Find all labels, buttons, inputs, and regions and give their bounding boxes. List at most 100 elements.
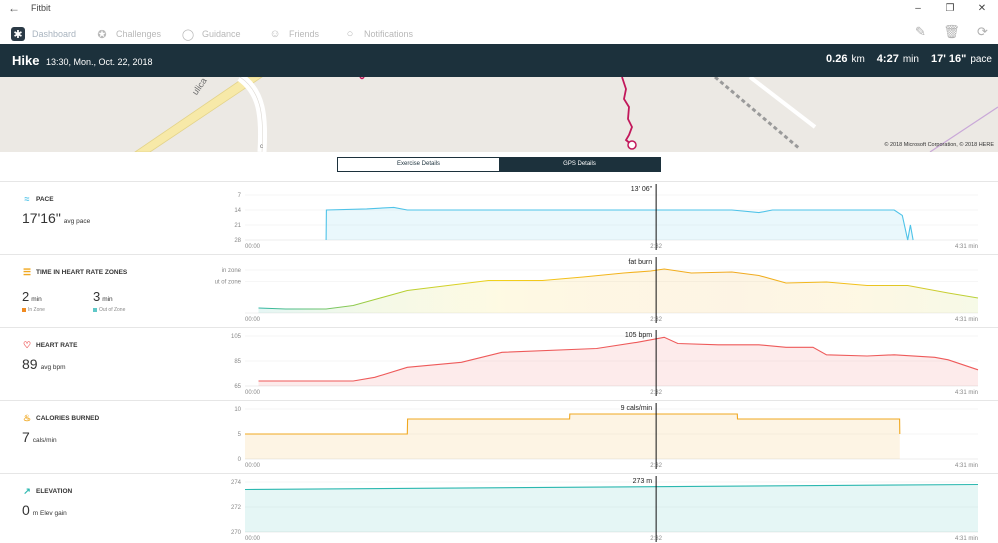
zones-label: ☰ TIME IN HEART RATE ZONES	[22, 267, 127, 277]
tab-label: Notifications	[364, 29, 414, 39]
pace-value: 17' 16"	[930, 53, 967, 65]
title-bar: ← Fitbit – ❐ ✕	[0, 0, 998, 18]
trash-icon[interactable]: 🗑	[943, 24, 960, 39]
pace-avg: 17'16" avg pace	[22, 210, 90, 226]
calories-avg: 7 cals/min	[22, 429, 57, 445]
nav-bar: ✱ Dashboard ✪ Challenges ◯ Guidance ☺ Fr…	[0, 23, 998, 44]
dashboard-grid-icon: ✱	[11, 27, 25, 41]
tab-notifications[interactable]: ○ Notifications	[343, 26, 413, 42]
x-tick-label: 4:31 min	[955, 536, 978, 542]
y-tick-label: 7	[238, 193, 242, 199]
cursor-value-label: 273 m	[633, 478, 653, 485]
x-tick-label: 4:31 min	[955, 463, 978, 469]
y-tick-label: 21	[234, 223, 241, 229]
series-line	[258, 268, 979, 310]
zone-out-value: 3	[92, 289, 101, 304]
close-icon[interactable]: ✕	[977, 3, 987, 14]
share-icon[interactable]: ⟳	[977, 24, 988, 39]
distance-value: 0.26	[826, 53, 848, 65]
y-tick-label: 0	[238, 457, 242, 463]
pace-label: ≈ PACE	[22, 194, 54, 204]
zone-in-legend: In Zone	[22, 307, 45, 313]
cursor-value-label: 105 bpm	[625, 332, 652, 339]
y-tick-label: in zone	[222, 268, 242, 274]
y-tick-label: 5	[238, 432, 242, 438]
exercise-details-tab[interactable]: Exercise Details	[338, 158, 499, 171]
tab-guidance[interactable]: ◯ Guidance	[181, 26, 241, 42]
heart-rate-avg: 89 avg bpm	[22, 356, 66, 372]
activity-header: Hike 13:30, Mon., Oct. 22, 2018 0.26 km …	[0, 44, 998, 77]
pace-unit: pace	[970, 54, 992, 65]
pace-avg-unit: avg pace	[63, 218, 91, 225]
heart-rate-avg-unit: avg bpm	[40, 364, 66, 371]
series-area	[326, 207, 914, 240]
minimize-icon[interactable]: –	[915, 3, 921, 14]
restore-icon[interactable]: ❐	[945, 3, 955, 14]
x-tick-label: 4:31 min	[955, 390, 978, 396]
x-tick-label: 4:31 min	[955, 317, 978, 323]
zone-in-label: In Zone	[28, 307, 45, 313]
activity-datetime: 13:30, Mon., Oct. 22, 2018	[46, 57, 153, 67]
duration-unit: min	[902, 54, 919, 65]
pencil-icon[interactable]: ✎	[915, 24, 926, 39]
tab-friends[interactable]: ☺ Friends	[268, 26, 319, 42]
road-edge	[239, 77, 263, 152]
back-arrow-icon[interactable]: ←	[8, 1, 20, 15]
y-tick-label: 14	[234, 208, 241, 214]
route-end-marker	[627, 140, 637, 150]
boundary-line	[929, 106, 998, 152]
window-controls: – ❐ ✕	[902, 0, 998, 18]
heart-rate-label-text: HEART RATE	[36, 341, 78, 349]
x-tick-label: 00:00	[245, 390, 261, 396]
zone-in-unit: min	[31, 296, 42, 303]
cursor-value-label: fat burn	[628, 259, 652, 266]
railway	[714, 77, 801, 151]
heart-rate-zones-section: ☰ TIME IN HEART RATE ZONES 2 min In Zone …	[0, 255, 998, 328]
map-marker-label: c	[260, 144, 263, 150]
star-badge-icon: ✪	[97, 28, 107, 41]
mountain-icon: ↗	[23, 485, 31, 496]
zone-out: 3 min Out of Zone	[92, 288, 126, 313]
calories-label: ♨ CALORIES BURNED	[22, 413, 99, 423]
y-tick-label: 272	[231, 505, 242, 511]
y-tick-label: 28	[234, 238, 241, 244]
tab-label: Challenges	[116, 29, 162, 39]
gps-details-tab[interactable]: GPS Details	[499, 158, 660, 171]
road-yellow	[134, 77, 263, 152]
app-title: Fitbit	[31, 3, 51, 13]
divider	[0, 181, 998, 182]
duration-value: 4:27	[876, 53, 899, 65]
speech-bubble-icon: ○	[346, 28, 354, 40]
zone-in-value: 2	[22, 289, 30, 304]
tab-label: Dashboard	[32, 29, 77, 39]
elevation-gain-value: 0	[22, 502, 30, 518]
bars-icon: ☰	[22, 266, 32, 277]
zone-in-swatch	[22, 308, 26, 312]
pace-section: ≈ PACE 17'16"avg pace 714212800:002:324:…	[0, 182, 998, 255]
x-tick-label: 4:31 min	[955, 244, 978, 250]
activity-title: Hike	[12, 53, 40, 68]
divider	[0, 327, 998, 328]
gps-route-line	[621, 77, 633, 146]
y-tick-label: 270	[231, 530, 242, 536]
y-tick-label: 10	[234, 407, 241, 413]
cursor-value-label: 13' 06"	[631, 186, 653, 193]
x-tick-label: 00:00	[245, 536, 261, 542]
route-fragment	[359, 77, 365, 80]
tab-dashboard[interactable]: ✱ Dashboard	[11, 26, 76, 42]
route-map[interactable]: ulica Ta c © 2018 Microsoft Corporation,…	[0, 77, 998, 152]
divider	[0, 400, 998, 401]
series-area	[258, 269, 978, 313]
zone-out-label: Out of Zone	[98, 307, 126, 313]
tab-challenges[interactable]: ✪ Challenges	[95, 26, 161, 42]
y-tick-label: 65	[234, 384, 241, 390]
zone-out-unit: min	[102, 296, 113, 303]
calories-avg-unit: cals/min	[32, 437, 57, 444]
pace-avg-value: 17'16"	[22, 210, 61, 226]
